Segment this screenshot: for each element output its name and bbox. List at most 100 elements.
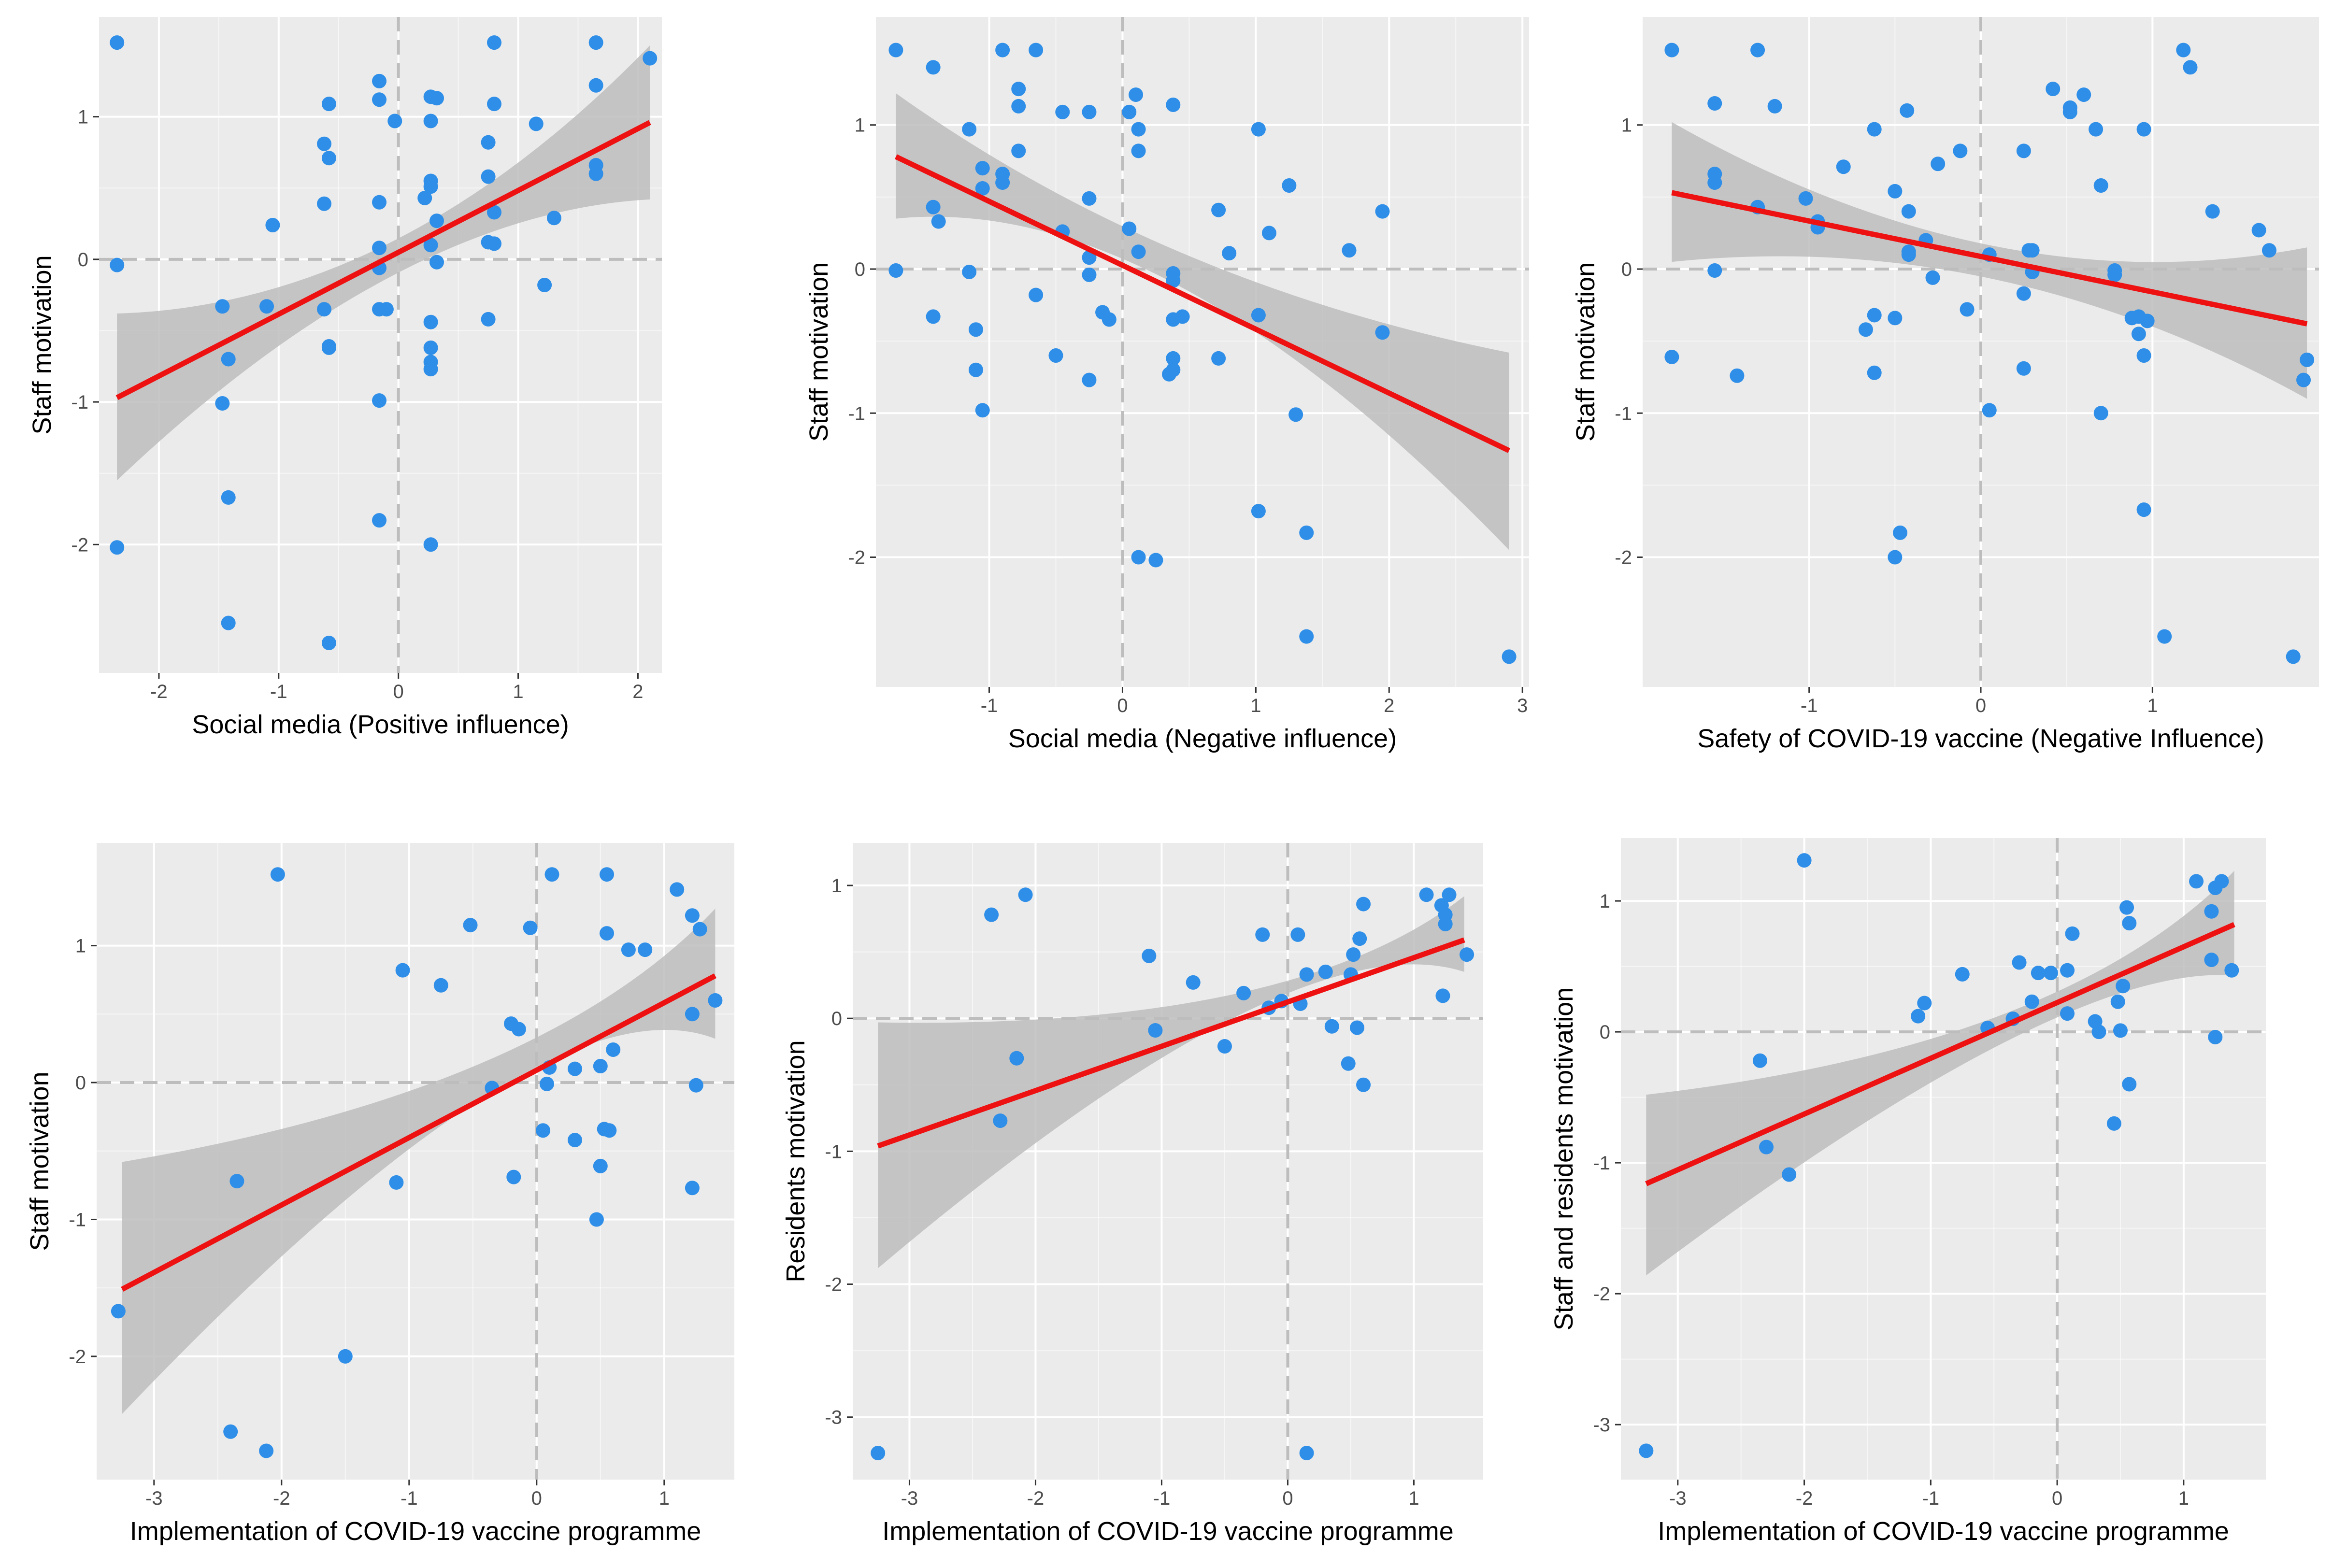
data-point xyxy=(423,340,438,355)
data-point xyxy=(1122,104,1137,119)
y-tick-label: -2 xyxy=(848,547,865,569)
data-point xyxy=(1953,143,1968,158)
data-point xyxy=(708,993,723,1008)
data-point xyxy=(1797,853,1812,868)
data-point xyxy=(975,161,990,176)
data-point xyxy=(1018,887,1033,902)
data-point xyxy=(1217,1039,1232,1054)
chart-5-svg: -3 -2 -1 0 1 -3 -2 -1 0 1 Implementation of COVID-… xyxy=(781,843,1483,1546)
x-tick-label: -1 xyxy=(1153,1488,1171,1509)
data-point xyxy=(888,43,903,57)
data-point xyxy=(2025,243,2040,258)
y-tick-label: 1 xyxy=(855,115,865,136)
data-point xyxy=(338,1349,353,1364)
data-point xyxy=(537,278,552,293)
data-point xyxy=(975,403,990,418)
regression-line xyxy=(1671,190,2308,327)
data-point xyxy=(685,1007,700,1022)
data-point xyxy=(1282,178,1297,193)
regression-line xyxy=(1645,922,2235,1186)
data-point xyxy=(1131,550,1146,565)
x-tick-label: 1 xyxy=(1408,1488,1419,1509)
data-point xyxy=(2176,43,2191,57)
data-point xyxy=(2012,955,2027,970)
data-point xyxy=(511,1022,526,1037)
data-point xyxy=(600,926,614,941)
data-point xyxy=(995,175,1010,190)
data-point xyxy=(395,963,410,978)
data-point xyxy=(685,908,700,923)
chart-panel-1: -2 -1 0 1 2 -2 -1 0 1 Social media (Positive infl… xyxy=(0,0,778,773)
chart-panel-2: -1 0 1 2 3 -2 -1 0 1 Social media (Negative influ… xyxy=(778,0,1556,773)
data-point xyxy=(2224,963,2239,978)
data-point xyxy=(1707,263,1722,278)
y-axis-title: Residents motivation xyxy=(781,1040,810,1282)
data-point xyxy=(223,1424,238,1439)
data-point xyxy=(1299,1445,1314,1460)
data-point xyxy=(1931,157,1946,171)
data-point xyxy=(2208,1029,2223,1044)
data-point xyxy=(1029,287,1044,302)
x-tick-label: 0 xyxy=(2052,1488,2062,1509)
data-point xyxy=(1350,1020,1364,1035)
data-point xyxy=(463,918,478,933)
y-tick-label: -1 xyxy=(1615,403,1632,424)
data-point xyxy=(221,352,236,367)
data-point xyxy=(1129,87,1144,102)
data-point xyxy=(433,978,448,993)
data-point xyxy=(606,1042,621,1057)
data-point xyxy=(1955,967,1970,982)
x-tick-label: -2 xyxy=(273,1488,290,1509)
y-axis-title: Staff motivation xyxy=(1571,262,1600,442)
data-point xyxy=(1639,1443,1654,1458)
data-point xyxy=(602,1123,617,1138)
data-point xyxy=(379,302,394,317)
data-point xyxy=(546,211,561,226)
chart-panel-5: -3 -2 -1 0 1 -3 -2 -1 0 1 Implementation of COVID-… xyxy=(778,773,1556,1568)
data-point xyxy=(1442,887,1457,902)
y-tick-label: -3 xyxy=(825,1407,842,1428)
data-point xyxy=(1502,649,1517,664)
data-point xyxy=(2136,502,2151,517)
data-point xyxy=(259,299,274,314)
data-point xyxy=(1341,1056,1356,1071)
data-point xyxy=(1419,887,1434,902)
data-point xyxy=(1055,104,1070,119)
data-point xyxy=(1900,103,1915,118)
y-axis-title: Staff motivation xyxy=(25,1071,54,1251)
data-point xyxy=(1867,365,1882,380)
chart-3-svg: -1 0 1 -2 -1 0 1 Safety of COVID-19 vaccine (Ne… xyxy=(1571,17,2319,753)
regression-line xyxy=(895,154,1510,453)
data-point xyxy=(259,1443,274,1458)
x-tick-label: -1 xyxy=(981,695,998,716)
data-point xyxy=(2046,82,2061,97)
data-point xyxy=(1858,322,1873,337)
data-point xyxy=(670,882,685,897)
data-point xyxy=(2024,994,2039,1009)
x-tick-label: 0 xyxy=(531,1488,542,1509)
data-point xyxy=(1255,927,1270,942)
data-point xyxy=(1752,1053,1767,1068)
data-point xyxy=(2251,223,2266,238)
x-tick-label: -2 xyxy=(1796,1488,1813,1509)
data-point xyxy=(372,92,387,107)
data-point xyxy=(2136,348,2151,363)
regression-line xyxy=(121,973,716,1292)
data-point xyxy=(215,299,230,314)
data-point xyxy=(688,1078,703,1093)
x-tick-label: 1 xyxy=(659,1488,670,1509)
data-point xyxy=(1375,325,1390,340)
data-point xyxy=(984,907,999,922)
data-point xyxy=(589,1212,604,1227)
data-point xyxy=(1435,988,1450,1003)
data-point xyxy=(321,340,336,355)
data-point xyxy=(321,97,336,112)
data-point xyxy=(2286,649,2301,664)
data-point xyxy=(2065,926,2080,941)
data-point xyxy=(523,920,538,935)
data-point xyxy=(993,1113,1008,1128)
data-point xyxy=(1901,247,1916,262)
data-point xyxy=(2300,352,2315,367)
data-point xyxy=(1122,221,1137,236)
x-axis-title: Social media (Negative influence) xyxy=(1008,724,1397,753)
